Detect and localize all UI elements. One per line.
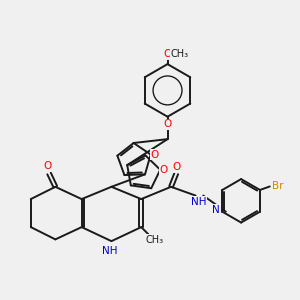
- Text: Br: Br: [272, 181, 283, 191]
- Text: O: O: [164, 49, 172, 59]
- Text: O: O: [173, 162, 181, 172]
- Text: O: O: [151, 149, 159, 160]
- Text: O: O: [164, 119, 172, 129]
- Text: O: O: [43, 161, 51, 172]
- Text: NH: NH: [190, 197, 206, 207]
- Text: NH: NH: [102, 246, 117, 256]
- Text: CH₃: CH₃: [145, 235, 163, 245]
- Text: N: N: [212, 205, 220, 215]
- Text: O: O: [160, 165, 168, 175]
- Text: CH₃: CH₃: [171, 49, 189, 59]
